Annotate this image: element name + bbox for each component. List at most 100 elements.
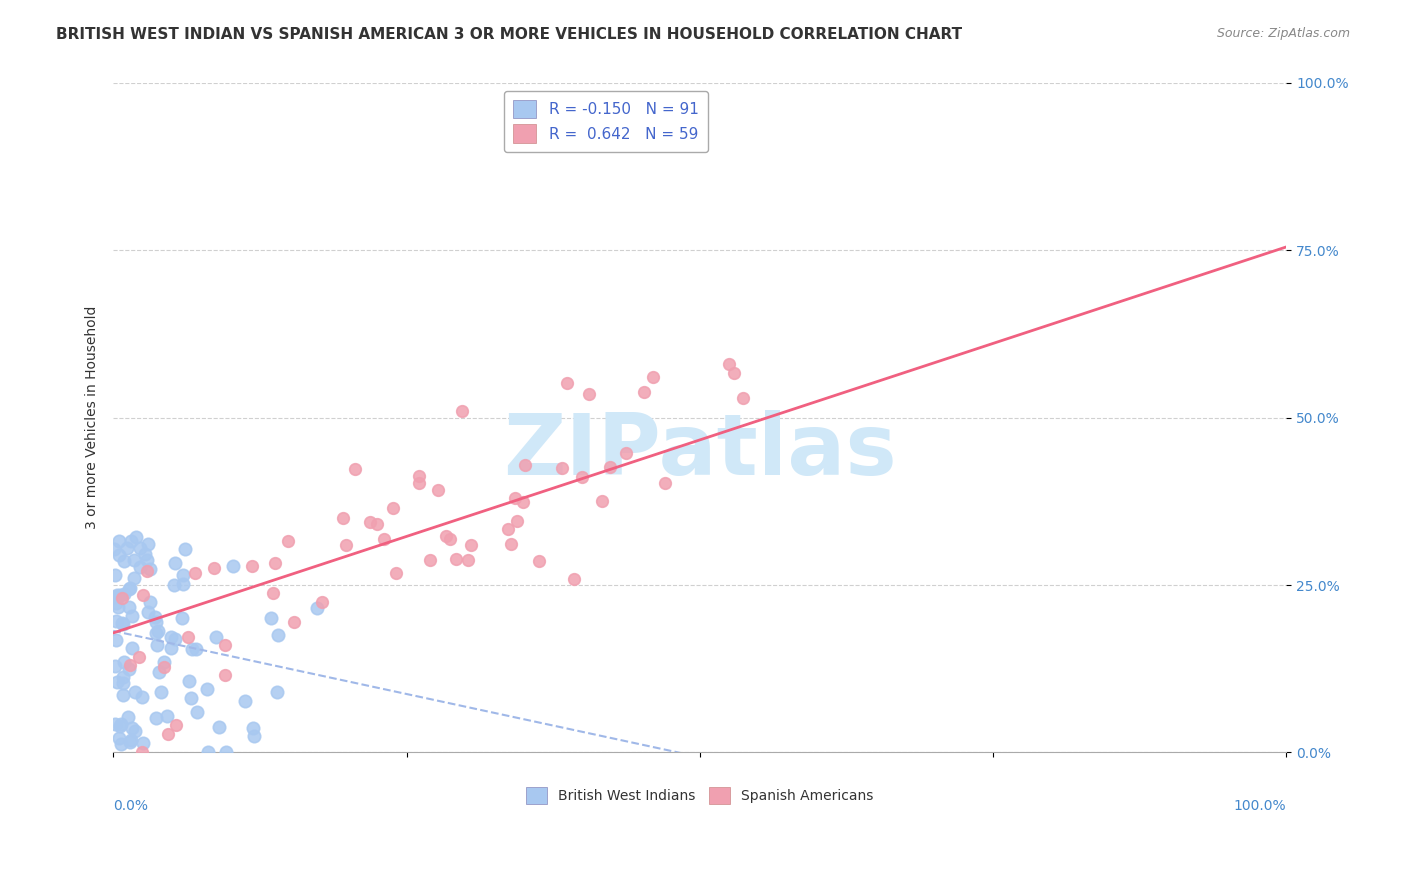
Point (112, 617, 135, 632)
Point (204, 630, 226, 644)
Point (591, 494, 613, 508)
Point (208, 720, 231, 734)
Point (139, 561, 162, 575)
Point (179, 674, 201, 689)
Point (184, 641, 207, 656)
Point (186, 705, 208, 719)
Point (120, 733, 142, 747)
Text: BRITISH WEST INDIAN VS SPANISH AMERICAN 3 OR MORE VEHICLES IN HOUSEHOLD CORRELAT: BRITISH WEST INDIAN VS SPANISH AMERICAN … (56, 27, 962, 42)
Point (263, 557, 285, 571)
Point (172, 568, 194, 582)
Point (311, 595, 333, 609)
Point (571, 469, 593, 483)
Point (172, 576, 194, 591)
Point (118, 658, 141, 673)
Point (108, 548, 131, 562)
Point (174, 542, 197, 557)
Point (460, 537, 482, 551)
Point (332, 511, 354, 525)
Point (172, 611, 194, 625)
Point (153, 660, 176, 674)
Point (110, 719, 132, 733)
Point (112, 554, 135, 568)
Text: Source: ZipAtlas.com: Source: ZipAtlas.com (1216, 27, 1350, 40)
Point (111, 615, 134, 630)
Point (444, 552, 467, 566)
Point (112, 587, 135, 601)
Point (578, 387, 600, 401)
Point (599, 459, 621, 474)
Point (160, 631, 183, 645)
Point (159, 640, 181, 655)
Point (718, 357, 741, 371)
Point (385, 566, 408, 581)
Point (108, 731, 131, 745)
Point (266, 685, 288, 699)
Point (633, 385, 655, 400)
Point (146, 638, 169, 652)
Point (512, 495, 534, 509)
Point (555, 376, 578, 391)
Point (215, 746, 238, 760)
Point (145, 615, 167, 630)
Y-axis label: 3 or more Vehicles in Household: 3 or more Vehicles in Household (86, 306, 100, 529)
Point (195, 682, 218, 697)
Point (153, 655, 176, 669)
Point (121, 641, 143, 656)
Point (373, 532, 395, 546)
Point (112, 655, 135, 669)
Point (104, 717, 127, 731)
Point (149, 685, 172, 699)
Point (132, 589, 155, 603)
Point (120, 533, 142, 548)
Point (131, 746, 153, 760)
Point (122, 571, 145, 585)
Point (146, 624, 169, 638)
Text: ZIPatlas: ZIPatlas (503, 409, 897, 492)
Point (243, 729, 266, 743)
Point (242, 721, 264, 735)
Point (105, 675, 128, 690)
Point (202, 561, 225, 575)
Point (121, 721, 143, 735)
Point (529, 554, 551, 568)
Point (105, 596, 128, 610)
Point (110, 737, 132, 751)
Point (181, 642, 204, 657)
Point (277, 533, 299, 548)
Point (104, 567, 127, 582)
Point (262, 586, 284, 600)
Point (103, 542, 125, 557)
Point (305, 601, 328, 615)
Text: 0.0%: 0.0% (114, 799, 148, 814)
Point (266, 628, 288, 642)
Point (551, 461, 574, 475)
Point (157, 726, 180, 740)
Point (139, 595, 162, 609)
Point (654, 475, 676, 490)
Point (503, 491, 526, 505)
Point (359, 515, 381, 529)
Point (131, 690, 153, 705)
Point (118, 582, 141, 596)
Point (107, 589, 129, 603)
Point (111, 591, 134, 605)
Point (111, 670, 134, 684)
Point (136, 605, 159, 619)
Point (408, 475, 430, 490)
Point (143, 610, 166, 624)
Point (103, 590, 125, 604)
Point (242, 559, 264, 574)
Point (108, 534, 131, 549)
Point (614, 446, 637, 460)
Point (180, 691, 202, 706)
Point (148, 665, 170, 680)
Point (129, 541, 152, 555)
Point (163, 577, 186, 591)
Point (124, 723, 146, 738)
Point (513, 458, 536, 472)
Point (120, 581, 142, 595)
Point (136, 537, 159, 551)
Point (419, 553, 441, 567)
Point (105, 614, 128, 628)
